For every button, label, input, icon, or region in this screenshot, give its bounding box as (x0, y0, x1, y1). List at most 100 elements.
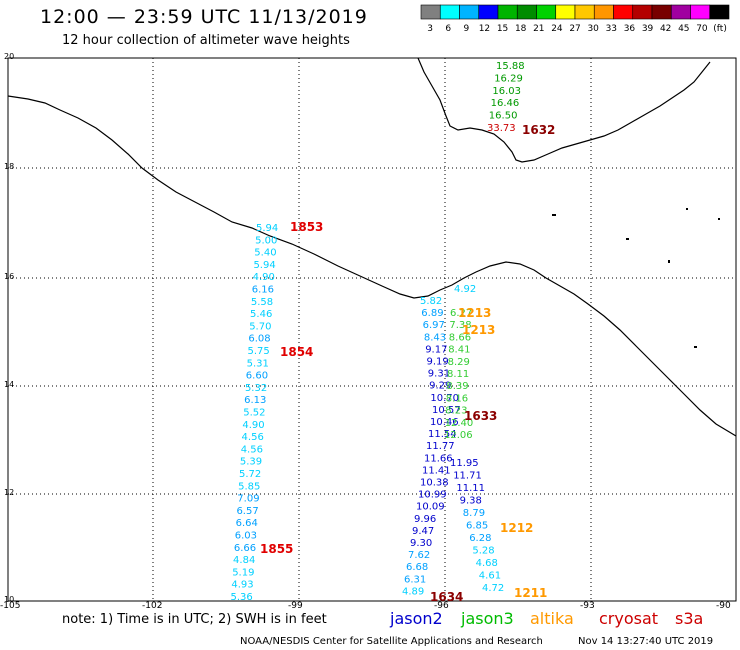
lat-label: 16 (4, 272, 15, 281)
wave-height-value: 8.79 (463, 508, 485, 519)
wave-height-legend: 3 6 9 12 15 18 21 24 27 30 33 36 39 42 45 70 (ft) (421, 4, 729, 34)
wave-height-value: 5.36 (231, 592, 253, 603)
wave-height-value: 6.13 (244, 395, 266, 406)
wave-height-value: 9.19 (427, 357, 449, 368)
wave-height-value: 11.54 (428, 429, 457, 440)
wave-height-value: 5.94 (256, 223, 278, 234)
wave-height-value: 11.95 (450, 458, 479, 469)
generated-datetime: Nov 14 13:27:40 UTC 2019 (578, 636, 714, 647)
pass-time-label: 1211 (514, 586, 547, 600)
wave-height-value: 4.61 (479, 571, 501, 582)
wave-height-value: 7.62 (408, 550, 430, 561)
wave-height-value: 4.68 (476, 558, 498, 569)
legend-tick-label: 3 (427, 24, 433, 34)
lat-gridlines (8, 167, 736, 495)
legend-swatch (709, 4, 730, 20)
credit-line: NOAA/NESDIS Center for Satellite Applica… (240, 636, 543, 647)
wave-height-value: 4.92 (454, 284, 476, 295)
wave-height-value: 5.39 (240, 457, 262, 468)
legend-tick-label: 9 (463, 24, 470, 34)
wave-height-value: 16.46 (491, 98, 520, 109)
pass-time-label: 1853 (290, 220, 323, 234)
wave-height-value: 7.09 (237, 494, 259, 505)
wave-height-value: 8.16 (446, 393, 468, 404)
wave-height-value: 11.11 (456, 483, 485, 494)
wave-height-value: 4.56 (242, 432, 264, 443)
wave-height-value: 6.31 (404, 574, 426, 585)
lat-label: 14 (4, 380, 15, 389)
legend-tick-label: 39 (641, 24, 654, 34)
wave-height-value: 12.06 (444, 430, 473, 441)
wave-height-value: 7.38 (449, 320, 471, 331)
wave-height-value: 6.57 (236, 506, 258, 517)
pass-time-label: 1633 (464, 409, 497, 423)
legend-tick-label: 70 (696, 24, 708, 34)
wave-height-value: 5.85 (238, 481, 260, 492)
legend-ticks: 3 6 9 12 15 18 21 24 27 30 33 36 39 42 45 70 (ft) (421, 24, 729, 34)
wave-height-value: 6.97 (423, 320, 445, 331)
wave-height-value: 5.82 (420, 296, 442, 307)
wave-height-value: 16.50 (489, 111, 518, 122)
wave-height-value: 5.32 (245, 383, 267, 394)
wave-height-value: 4.56 (241, 444, 263, 455)
footnote: note: 1) Time is in UTC; 2) SWH is in fe… (62, 612, 327, 627)
wave-height-value: 5.52 (243, 408, 265, 419)
legend-tick-label: 21 (533, 24, 545, 34)
wave-height-value: 5.40 (254, 248, 276, 259)
wave-height-value: 5.70 (249, 321, 271, 332)
wave-height-value: 8.11 (447, 369, 469, 380)
legend-cryosat: cryosat (599, 609, 659, 628)
pass-time-label: 1854 (280, 345, 313, 359)
wave-height-value: 5.28 (472, 546, 494, 557)
wave-height-value: 6.66 (234, 543, 256, 554)
wave-height-value: 12.40 (445, 418, 474, 429)
wave-height-value: 5.19 (232, 567, 254, 578)
legend-altika: altika (530, 609, 574, 628)
legend-jason3: jason3 (461, 609, 514, 628)
wave-height-value: 9.29 (429, 381, 451, 392)
pass-time-label: 1212 (500, 521, 533, 535)
legend-colorbar (420, 4, 730, 20)
wave-height-value: 6.28 (469, 533, 491, 544)
lon-label: -96 (434, 601, 449, 611)
wave-height-value: 4.90 (253, 272, 275, 283)
pass-time-label: 1213 (462, 323, 495, 337)
islands (552, 208, 720, 348)
wave-height-value: 8.43 (424, 332, 446, 343)
lat-label: 12 (4, 488, 15, 497)
wave-height-value: 5.72 (239, 469, 261, 480)
page-subtitle: 12 hour collection of altimeter wave hei… (62, 33, 350, 48)
wave-height-value: 11.66 (424, 453, 453, 464)
wave-height-value: 6.27 (450, 308, 472, 319)
wave-height-value: 9.30 (410, 538, 432, 549)
wave-height-value: 6.16 (252, 285, 274, 296)
wave-height-value: 4.84 (233, 555, 255, 566)
wave-height-value: 5.94 (253, 260, 275, 271)
coastline (7, 95, 737, 437)
page-title: 12:00 — 23:59 UTC 11/13/2019 (40, 6, 368, 28)
lat-label: 18 (4, 162, 15, 171)
legend-tick-label: 36 (623, 24, 636, 34)
wave-height-value: 11.41 (422, 465, 451, 476)
wave-height-value: 6.03 (235, 531, 257, 542)
wave-height-value: 33.73 (487, 123, 516, 134)
wave-height-value: 4.93 (231, 580, 253, 591)
legend-tick-label: 45 (678, 24, 690, 34)
wave-height-value: 10.57 (432, 405, 461, 416)
lon-gridlines (152, 58, 592, 601)
legend-s3a: s3a (675, 609, 704, 628)
pass-time-label: 1855 (260, 542, 293, 556)
lon-label: -105 (0, 601, 21, 611)
wave-height-value: 16.03 (492, 86, 521, 97)
wave-height-value: 9.96 (414, 514, 436, 525)
wave-height-value: 8.29 (448, 357, 470, 368)
wave-height-value: 9.47 (412, 526, 434, 537)
wave-height-value: 9.38 (460, 496, 482, 507)
wave-height-value: 5.58 (251, 297, 273, 308)
wave-height-value: 5.46 (250, 309, 272, 320)
legend-tick-label: 42 (659, 24, 672, 34)
lon-label: -93 (580, 601, 595, 611)
wave-height-value: 9.17 (425, 344, 447, 355)
legend-tick-label: 27 (569, 24, 581, 34)
wave-height-value: 6.89 (421, 308, 443, 319)
